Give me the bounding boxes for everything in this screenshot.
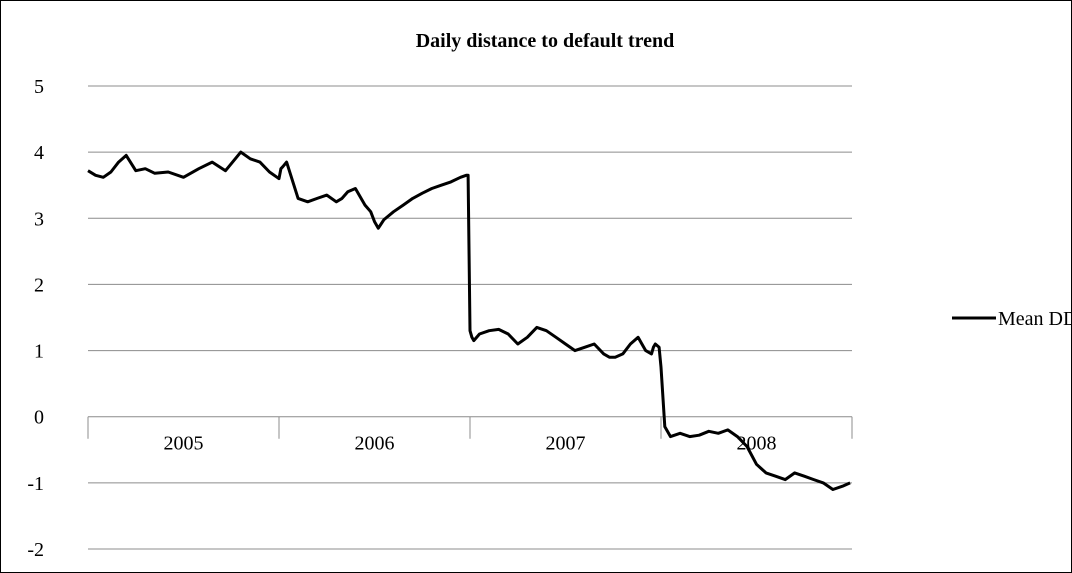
y-tick-label: 2: [34, 274, 44, 296]
legend: Mean DD: [952, 308, 1072, 330]
x-axis: 2005 2006 2007 2008: [87, 416, 853, 455]
x-tick-label: 2006: [355, 433, 395, 455]
chart-title: Daily distance to default trend: [416, 30, 675, 52]
y-tick-label: 1: [34, 341, 44, 363]
y-tick-label: -1: [27, 473, 44, 495]
legend-label-mean-dd: Mean DD: [998, 308, 1072, 330]
y-tick-label: -2: [27, 539, 44, 561]
y-tick-label: 4: [34, 142, 44, 164]
x-tick-label: 2008: [737, 433, 777, 455]
y-axis-tick-labels: -2 -1 0 1 2 3 4 5: [27, 76, 44, 561]
x-tick-label: 2007: [546, 433, 586, 455]
series-line-mean-dd: [87, 150, 851, 491]
y-tick-label: 3: [34, 208, 44, 230]
y-tick-label: 0: [34, 407, 44, 429]
x-tick-label: 2005: [164, 433, 204, 455]
series-lines: [87, 150, 851, 491]
y-tick-label: 5: [34, 76, 44, 98]
